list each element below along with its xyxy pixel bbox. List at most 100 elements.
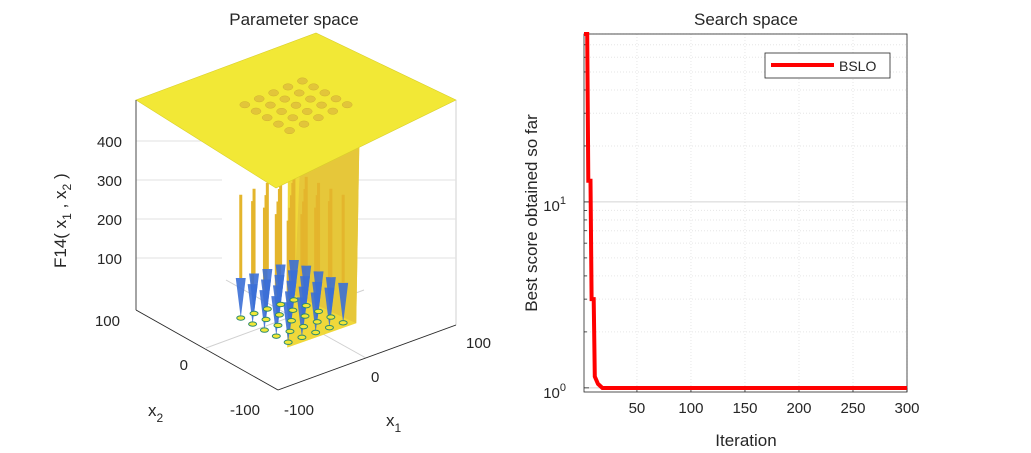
- well-floor-marker: [236, 315, 246, 321]
- well-floor-marker: [301, 302, 311, 309]
- plateau-dimple: [301, 108, 313, 115]
- y-tick-label: -100: [230, 402, 260, 419]
- plateau-dimple: [282, 83, 294, 91]
- convergence-series: [584, 32, 907, 390]
- convergence-grid: [584, 33, 908, 392]
- convergence-plot-area: [583, 33, 908, 393]
- plateau-dimple: [293, 89, 305, 97]
- plateau-dimple: [239, 101, 251, 109]
- well-floor-marker: [276, 301, 286, 308]
- z-axis-label: F14( x1 , x2 ): [51, 173, 74, 268]
- legend-label-bslo: BSLO: [839, 58, 876, 74]
- well-floor-marker: [262, 306, 272, 312]
- well-spike: [235, 278, 246, 319]
- well-spike: [325, 277, 336, 318]
- plateau-dimple: [268, 89, 279, 97]
- convergence-y-tick-label: 101: [543, 195, 566, 215]
- well-floor-marker: [288, 307, 298, 313]
- well-floor-marker: [312, 319, 322, 325]
- well-floor-marker: [297, 334, 307, 341]
- well-floor-marker: [259, 327, 269, 333]
- convergence-chart-title: Search space: [694, 10, 798, 29]
- well-spike: [249, 273, 260, 314]
- well-floor-marker: [283, 339, 293, 345]
- convergence-ticks: [584, 33, 908, 392]
- plateau-dimple: [305, 95, 316, 103]
- plateau-dimple: [327, 107, 339, 115]
- x-tick-label: 100: [466, 335, 491, 352]
- plateau-dimple: [279, 95, 291, 103]
- legend: BSLO: [764, 52, 891, 79]
- plateau-dimple: [316, 101, 327, 109]
- x-tick-label: 100: [678, 400, 703, 417]
- surface-plateau: [135, 32, 457, 189]
- well-floor-marker: [324, 324, 334, 331]
- well-floor-marker: [261, 316, 271, 323]
- well-spike: [275, 264, 286, 305]
- well-floor-marker: [326, 314, 336, 320]
- well-floor-marker: [311, 329, 321, 336]
- y-tick-label: 0: [180, 357, 188, 374]
- well-floor-marker: [299, 323, 309, 330]
- well-floor-marker: [285, 328, 295, 335]
- plateau-dimple: [250, 107, 262, 115]
- plateau-dimple: [298, 120, 310, 128]
- well-floor-marker: [314, 308, 324, 315]
- plateau-dimples: [239, 77, 353, 135]
- plateau-dimple: [276, 108, 287, 115]
- well-floor-marker: [249, 310, 259, 317]
- x-tick-label: 300: [894, 400, 919, 417]
- well-spike: [313, 271, 324, 312]
- well-floor-marker: [274, 312, 284, 318]
- plateau-dimple: [319, 89, 331, 97]
- x-tick-label: 0: [371, 369, 379, 386]
- plateau-dimple: [253, 95, 265, 103]
- x-tick-label: -100: [284, 402, 314, 419]
- x-tick-label: 250: [840, 400, 865, 417]
- well-spike: [288, 259, 299, 300]
- surface-chart-title: Parameter space: [229, 10, 358, 29]
- well-floor-marker: [273, 322, 283, 329]
- well-spike: [338, 282, 349, 323]
- convergence-y-axis-label: Best score obtained so far: [522, 114, 541, 312]
- well-floor-marker: [300, 313, 310, 319]
- convergence-chart: Search space 100 101 50 100 150 200 250 300 I…: [522, 10, 920, 450]
- z-axis: 100 200 300 400: [97, 100, 137, 310]
- plateau-dimple: [341, 101, 353, 109]
- well-floor-marker: [248, 321, 258, 327]
- well-floor-marker: [271, 333, 281, 339]
- x-tick-label: 150: [732, 400, 757, 417]
- convergence-x-tick-labels: 50 100 150 200 250 300: [629, 400, 920, 417]
- y-axis-line: [135, 309, 279, 391]
- y-axis-label: x2: [148, 401, 164, 425]
- series-line-bslo: [584, 32, 907, 390]
- plateau-dimple: [297, 77, 308, 85]
- y-axis: 100 0 -100: [95, 309, 279, 419]
- plateau-dimple: [330, 95, 342, 103]
- z-tick-label: 200: [97, 212, 122, 229]
- plateau-dimple: [265, 101, 276, 109]
- x-tick-label: 50: [629, 400, 646, 417]
- plateau-dimple: [308, 83, 319, 91]
- convergence-x-axis-label: Iteration: [715, 431, 776, 450]
- well-spike: [262, 268, 273, 309]
- x-tick-label: 200: [786, 400, 811, 417]
- plateau-dimple: [290, 101, 302, 109]
- x-axis-line: [277, 324, 457, 391]
- well-floor-marker: [289, 297, 299, 303]
- plateau-dimple: [313, 114, 324, 122]
- surface-chart: Parameter space 100 200: [51, 10, 491, 435]
- well-floor-marker: [338, 320, 348, 326]
- well-spike: [301, 265, 312, 306]
- plateau-dimple: [273, 120, 284, 128]
- y-tick-label: 100: [95, 313, 120, 330]
- z-tick-label: 100: [97, 251, 122, 268]
- convergence-y-tick-label: 100: [543, 382, 566, 402]
- x-axis: -100 0 100: [277, 324, 491, 419]
- x-axis-label: x1: [386, 411, 402, 435]
- z-tick-label: 400: [97, 134, 122, 151]
- plateau-dimple: [261, 114, 273, 122]
- plateau-dimple: [284, 127, 295, 135]
- plateau-dimple: [287, 114, 299, 122]
